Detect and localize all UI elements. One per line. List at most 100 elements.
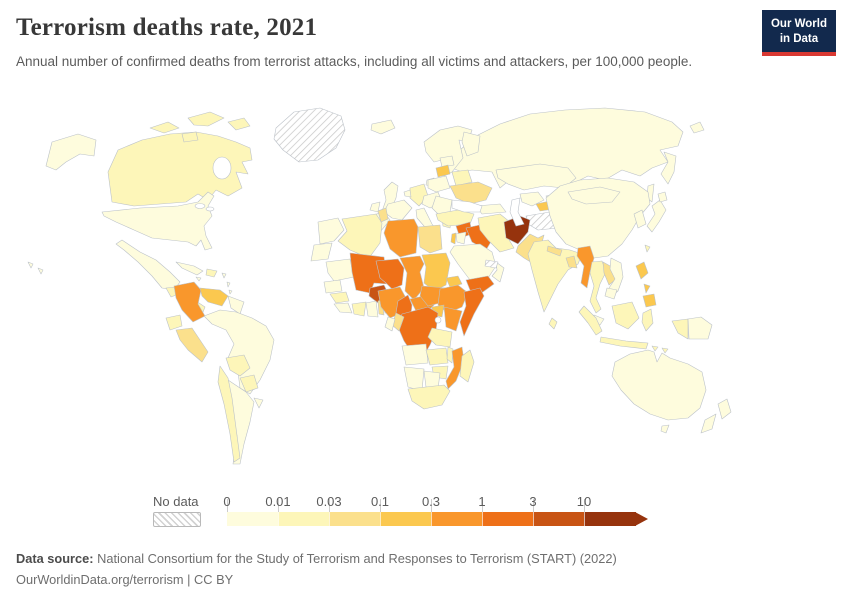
country-bolivia[interactable]: Bolivia <box>225 354 251 377</box>
country-bangladesh[interactable]: Bangladesh <box>565 255 578 269</box>
country-canada[interactable]: Canada <box>187 111 225 127</box>
country-new-zealand[interactable]: New Zealand <box>717 398 732 420</box>
country-indonesia[interactable]: Indonesia <box>641 308 654 332</box>
country-new-zealand[interactable]: New Zealand <box>700 413 717 434</box>
country-guinea[interactable]: Guinea <box>329 291 350 304</box>
country-canada[interactable]: Canada <box>149 121 180 134</box>
country-sudan[interactable]: Sudan <box>421 252 451 292</box>
legend-bin-0-0.01[interactable] <box>227 512 278 526</box>
country-iceland[interactable]: Iceland <box>370 119 396 135</box>
country-kenya[interactable]: Kenya <box>443 306 463 332</box>
license-link[interactable]: OurWorldinData.org/terrorism | CC BY <box>16 572 234 588</box>
owid-logo[interactable]: Our World in Data <box>761 10 836 56</box>
country-australia[interactable]: Australia <box>611 349 707 421</box>
country-indonesia[interactable]: Indonesia <box>661 347 669 354</box>
country-chile[interactable]: Chile <box>217 365 241 463</box>
country-usa[interactable]: United States <box>37 267 44 275</box>
country-indonesia[interactable]: Indonesia <box>671 318 689 340</box>
country-indonesia[interactable]: Indonesia <box>651 345 659 352</box>
country-mauritania[interactable]: Mauritania <box>325 258 355 282</box>
country-usa[interactable]: United States <box>45 133 97 171</box>
country-western-sahara[interactable]: Western Sahara <box>310 242 333 262</box>
country-jordan[interactable]: Jordan <box>455 231 467 245</box>
country-algeria[interactable]: Algeria <box>337 213 383 259</box>
country-indonesia[interactable]: Indonesia <box>611 301 640 330</box>
country-japan[interactable]: Japan <box>657 191 668 203</box>
country-malawi[interactable]: Malawi <box>446 346 454 364</box>
country-finland[interactable]: Finland <box>461 131 481 157</box>
country-indonesia[interactable]: Indonesia <box>599 336 649 350</box>
country-paraguay[interactable]: Paraguay <box>239 374 259 393</box>
country-uzbekistan[interactable]: Uzbekistan <box>519 191 545 207</box>
country-somalia[interactable]: Somalia <box>459 287 485 337</box>
country-niger[interactable]: Niger <box>375 258 405 290</box>
country-mexico[interactable]: Mexico <box>115 239 181 291</box>
country-kazakhstan[interactable]: Kazakhstan <box>495 163 577 191</box>
country-angola[interactable]: Angola <box>401 343 429 366</box>
country-russia[interactable]: Russia <box>689 121 705 134</box>
country-taiwan[interactable]: Taiwan <box>644 244 651 253</box>
country-israel[interactable]: Israel <box>450 232 457 245</box>
country-morocco[interactable]: Morocco <box>317 217 345 245</box>
legend-no-data-swatch[interactable] <box>153 512 201 527</box>
legend-bin-0.03-0.1[interactable] <box>329 512 381 526</box>
country-cote-divoire[interactable]: Cote d'Ivoire <box>351 301 367 317</box>
country-ukraine[interactable]: Ukraine <box>449 181 493 205</box>
country-south-africa[interactable]: South Africa <box>407 384 451 410</box>
legend-bin-3-10[interactable] <box>533 512 585 526</box>
country-sierra-liberia[interactable]: Sierra Leone and Liberia <box>333 302 353 314</box>
country-caribbean[interactable]: Caribbean islands <box>228 289 233 295</box>
country-nepal[interactable]: Nepal <box>546 245 563 257</box>
country-uae[interactable]: United Arab Emirates <box>484 259 499 269</box>
country-zambia[interactable]: Zambia <box>425 347 449 366</box>
country-senegal[interactable]: Senegal <box>323 279 343 294</box>
country-hispaniola[interactable]: Haiti and Dominican Republic <box>205 268 218 278</box>
legend-bin-0.1-0.3[interactable] <box>380 512 432 526</box>
country-ecuador[interactable]: Ecuador <box>165 314 183 331</box>
country-peru[interactable]: Peru <box>175 327 209 363</box>
country-eritrea[interactable]: Eritrea <box>445 275 463 288</box>
country-gabon[interactable]: Gabon <box>384 316 396 332</box>
country-poland[interactable]: Poland <box>427 175 451 193</box>
country-japan[interactable]: Japan <box>646 199 667 233</box>
country-mongolia[interactable]: Mongolia <box>567 186 621 205</box>
country-cuba[interactable]: Cuba <box>175 261 204 276</box>
legend-bin-0.3-1[interactable] <box>431 512 483 526</box>
country-oman[interactable]: Oman <box>491 261 505 283</box>
country-libya[interactable]: Libya <box>383 218 419 258</box>
country-ghana[interactable]: Ghana <box>365 300 379 318</box>
country-caribbean[interactable]: Caribbean islands <box>226 281 231 288</box>
country-tunisia[interactable]: Tunisia <box>377 207 389 223</box>
country-venezuela[interactable]: Venezuela <box>199 287 229 307</box>
country-belarus[interactable]: Belarus <box>451 169 473 187</box>
country-uruguay[interactable]: Uruguay <box>253 397 264 409</box>
country-egypt[interactable]: Egypt <box>417 224 443 254</box>
country-benelux[interactable]: Benelux <box>403 189 412 198</box>
legend-bin-1-3[interactable] <box>482 512 534 526</box>
country-canada[interactable]: Canada <box>227 117 251 131</box>
country-cambodia[interactable]: Cambodia <box>604 287 618 300</box>
legend-bin-0.01-0.03[interactable] <box>278 512 330 526</box>
world-choropleth-map[interactable]: RussiaRussiaRussiaRussiaCanadaCanadaCana… <box>0 96 850 492</box>
country-philippines[interactable]: Philippines <box>643 283 651 294</box>
country-usa[interactable]: United States <box>101 191 215 251</box>
country-madagascar[interactable]: Madagascar <box>459 349 475 383</box>
country-mozambique[interactable]: Mozambique <box>445 346 465 390</box>
country-myanmar[interactable]: Myanmar <box>576 245 595 289</box>
country-australia[interactable]: Australia <box>660 424 670 434</box>
country-tanzania[interactable]: Tanzania <box>427 327 453 348</box>
country-canada[interactable]: Canada <box>107 131 253 207</box>
country-ethiopia[interactable]: Ethiopia <box>437 284 469 314</box>
country-png[interactable]: Papua New Guinea <box>687 316 713 340</box>
country-caribbean[interactable]: Caribbean islands <box>221 272 227 279</box>
country-philippines[interactable]: Philippines <box>642 293 657 308</box>
country-korea[interactable]: Korea <box>633 209 647 229</box>
country-russia[interactable]: Russia <box>660 151 677 185</box>
country-brazil[interactable]: Brazil <box>203 309 275 395</box>
country-norway-sweden[interactable]: Norway and Sweden <box>423 125 473 177</box>
legend-bin-10+[interactable] <box>584 512 636 526</box>
country-sri-lanka[interactable]: Sri Lanka <box>548 317 558 330</box>
country-philippines[interactable]: Philippines <box>635 261 649 280</box>
country-caribbean[interactable]: Caribbean islands <box>195 276 202 282</box>
country-indonesia[interactable]: Indonesia <box>578 305 603 336</box>
